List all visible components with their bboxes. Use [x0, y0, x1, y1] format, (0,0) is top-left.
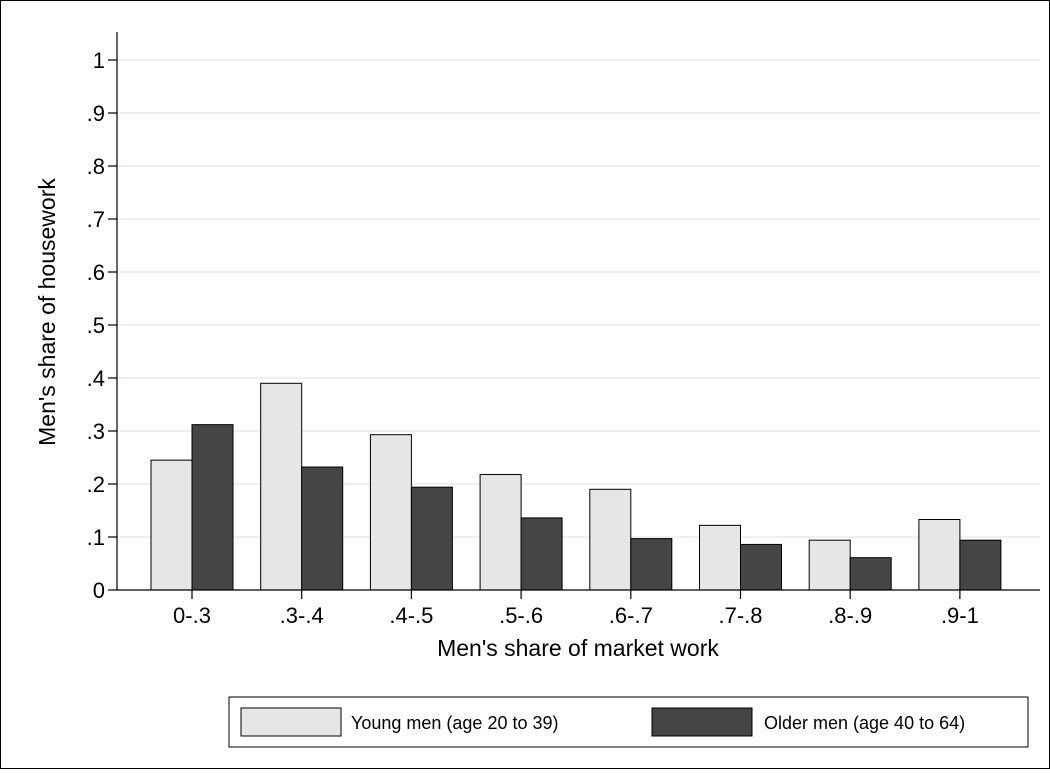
- legend-label-young-men: Young men (age 20 to 39): [351, 713, 559, 733]
- bar: [699, 524, 741, 591]
- y-tick-label: .3: [87, 419, 105, 444]
- bar: [589, 488, 632, 591]
- y-tick-label: .6: [87, 260, 105, 285]
- bar: [369, 434, 412, 591]
- bar: [191, 424, 234, 591]
- bar: [150, 459, 193, 591]
- legend-box: [228, 696, 1029, 748]
- y-tick-label: .5: [87, 313, 105, 338]
- bar: [410, 486, 453, 591]
- bar: [301, 466, 344, 591]
- x-tick-label: .3-.4: [280, 603, 324, 628]
- x-tick-label: .6-.7: [609, 603, 653, 628]
- y-axis-label: Men's share of housework: [34, 178, 60, 446]
- bar: [918, 519, 961, 591]
- legend-label-older-men: Older men (age 40 to 64): [764, 713, 965, 733]
- y-tick-label: .7: [87, 207, 105, 232]
- x-tick-label: .9-1: [941, 603, 979, 628]
- x-tick-label: .5-.6: [499, 603, 543, 628]
- bar: [260, 382, 303, 591]
- y-tick-label: 1: [93, 48, 105, 73]
- y-tick-label: .4: [87, 366, 105, 391]
- bar: [808, 539, 851, 591]
- legend-swatch-older-men: [651, 707, 753, 737]
- bar: [520, 517, 563, 591]
- y-tick-label: .8: [87, 154, 105, 179]
- x-ticks: 0-.3 .3-.4 .4-.5 .5-.6 .6-.7 .7-.8 .8-.9 .9-1: [173, 590, 979, 628]
- y-tick-label: 0: [93, 578, 105, 603]
- bar: [740, 543, 782, 591]
- bar: [849, 557, 892, 591]
- x-tick-label: .7-.8: [718, 603, 762, 628]
- x-tick-label: 0-.3: [173, 603, 211, 628]
- x-tick-label: .4-.5: [389, 603, 433, 628]
- bar: [479, 473, 522, 591]
- bar: [959, 539, 1002, 591]
- legend: Young men (age 20 to 39) Older men (age …: [228, 696, 1029, 748]
- y-tick-label: .2: [87, 472, 105, 497]
- legend-swatch-young-men: [240, 707, 342, 737]
- x-axis-label: Men's share of market work: [437, 635, 719, 661]
- y-tick-label: .9: [87, 101, 105, 126]
- y-ticks: 0 .1 .2 .3 .4 .5 .6 .7 .8 .9 1: [87, 48, 117, 603]
- y-tick-label: .1: [87, 525, 105, 550]
- bar: [630, 538, 673, 591]
- x-tick-label: .8-.9: [828, 603, 872, 628]
